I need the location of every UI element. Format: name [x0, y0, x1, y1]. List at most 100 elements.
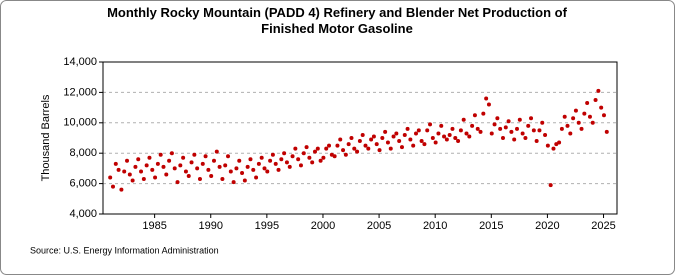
data-point	[371, 134, 376, 139]
data-point	[119, 187, 124, 192]
data-point	[559, 126, 564, 131]
data-point	[335, 143, 340, 148]
data-point	[178, 163, 183, 168]
data-point	[450, 126, 455, 131]
data-point	[425, 128, 430, 133]
data-point	[467, 134, 472, 139]
x-tick-label: 2005	[367, 220, 391, 232]
data-point	[110, 184, 115, 189]
data-point	[464, 131, 469, 136]
data-point	[298, 163, 303, 168]
data-point	[223, 163, 228, 168]
data-point	[284, 160, 289, 165]
data-point	[161, 164, 166, 169]
data-point	[416, 128, 421, 133]
data-point	[276, 167, 281, 172]
data-point	[228, 169, 233, 174]
data-point	[167, 158, 172, 163]
data-point	[226, 154, 231, 159]
data-point	[265, 169, 270, 174]
data-point	[537, 128, 542, 133]
data-point	[360, 132, 365, 137]
data-point	[155, 161, 160, 166]
data-point	[531, 128, 536, 133]
data-point	[478, 129, 483, 134]
data-point	[169, 151, 174, 156]
data-point	[411, 143, 416, 148]
data-point	[357, 139, 362, 144]
data-point	[338, 137, 343, 142]
data-point	[433, 140, 438, 145]
data-point	[377, 148, 382, 153]
data-point	[590, 120, 595, 125]
data-point	[475, 126, 480, 131]
data-point	[234, 166, 239, 171]
data-point	[321, 155, 326, 160]
data-point	[601, 113, 606, 118]
data-point	[341, 148, 346, 153]
data-point	[484, 96, 489, 101]
data-point	[557, 140, 562, 145]
data-point	[214, 149, 219, 154]
data-point	[273, 161, 278, 166]
data-point	[509, 129, 514, 134]
data-point	[472, 113, 477, 118]
data-point	[113, 161, 118, 166]
data-point	[237, 158, 242, 163]
data-point	[279, 157, 284, 162]
data-point	[290, 154, 295, 159]
data-point	[164, 172, 169, 177]
data-point	[293, 146, 298, 151]
data-point	[122, 169, 127, 174]
data-point	[282, 151, 287, 156]
data-point	[442, 134, 447, 139]
data-point	[458, 128, 463, 133]
data-point	[439, 123, 444, 128]
data-point	[254, 175, 259, 180]
data-point	[604, 129, 609, 134]
y-tick-label: 4,000	[69, 208, 97, 220]
data-point	[506, 119, 511, 124]
data-point	[562, 114, 567, 119]
data-point	[259, 155, 264, 160]
data-point	[133, 164, 138, 169]
data-point	[130, 178, 135, 183]
y-tick-label: 12,000	[63, 86, 97, 98]
data-point	[332, 154, 337, 159]
data-point	[405, 126, 410, 131]
data-point	[296, 157, 301, 162]
data-point	[349, 136, 354, 140]
data-point	[352, 146, 357, 151]
data-point	[526, 123, 531, 128]
data-point	[270, 152, 275, 157]
data-point	[346, 142, 351, 147]
data-point	[545, 143, 550, 148]
data-point	[394, 131, 399, 136]
data-point	[576, 120, 581, 125]
data-point	[582, 111, 587, 116]
x-tick-label: 1990	[198, 220, 222, 232]
data-point	[414, 131, 419, 136]
data-point	[192, 152, 197, 157]
data-point	[523, 136, 528, 140]
data-point	[150, 167, 155, 172]
data-point	[217, 164, 222, 169]
data-point	[186, 174, 191, 178]
x-tick-label: 2000	[311, 220, 335, 232]
data-point	[486, 102, 491, 107]
data-point	[593, 98, 598, 102]
x-tick-label: 1995	[255, 220, 279, 232]
data-point	[492, 122, 497, 127]
data-point	[551, 146, 556, 151]
data-point	[144, 163, 149, 168]
data-point	[248, 157, 253, 162]
data-point	[287, 164, 292, 169]
x-tick-label: 1985	[142, 220, 166, 232]
data-point	[419, 139, 424, 144]
data-point	[245, 164, 250, 169]
data-point	[436, 131, 441, 136]
source-note: Source: U.S. Energy Information Administ…	[30, 245, 219, 255]
data-point	[256, 161, 261, 166]
data-point	[447, 132, 452, 137]
data-point	[587, 114, 592, 119]
